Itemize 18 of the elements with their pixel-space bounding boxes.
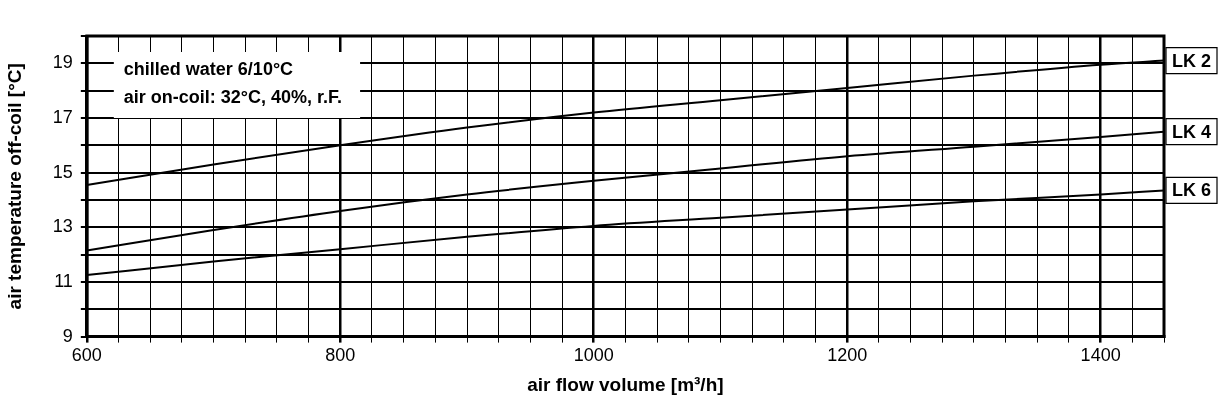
x-tick-label: 1400 — [1080, 345, 1121, 366]
y-tick-label: 13 — [52, 216, 73, 237]
annotation: chilled water 6/10°C — [123, 58, 294, 79]
y-axis-title: air temperature off-coil [°C] — [3, 63, 25, 310]
x-tick-label: 1200 — [827, 345, 868, 366]
x-axis-title: air flow volume [m³/h] — [527, 373, 724, 395]
y-tick-label: 17 — [52, 106, 73, 127]
y-tick-label: 9 — [62, 325, 73, 346]
annotation: air on-coil: 32°C, 40%, r.F. — [123, 86, 343, 107]
y-tick-label: 11 — [54, 270, 73, 291]
series-label: LK 6 — [1172, 180, 1212, 201]
series-label: LK 4 — [1172, 121, 1212, 142]
x-tick-label: 1000 — [573, 345, 614, 366]
y-tick-label: 19 — [52, 52, 73, 73]
y-tick-label: 15 — [52, 161, 73, 182]
series-label: LK 2 — [1172, 50, 1212, 71]
x-tick-label: 800 — [325, 345, 356, 366]
x-tick-label: 600 — [71, 345, 102, 366]
